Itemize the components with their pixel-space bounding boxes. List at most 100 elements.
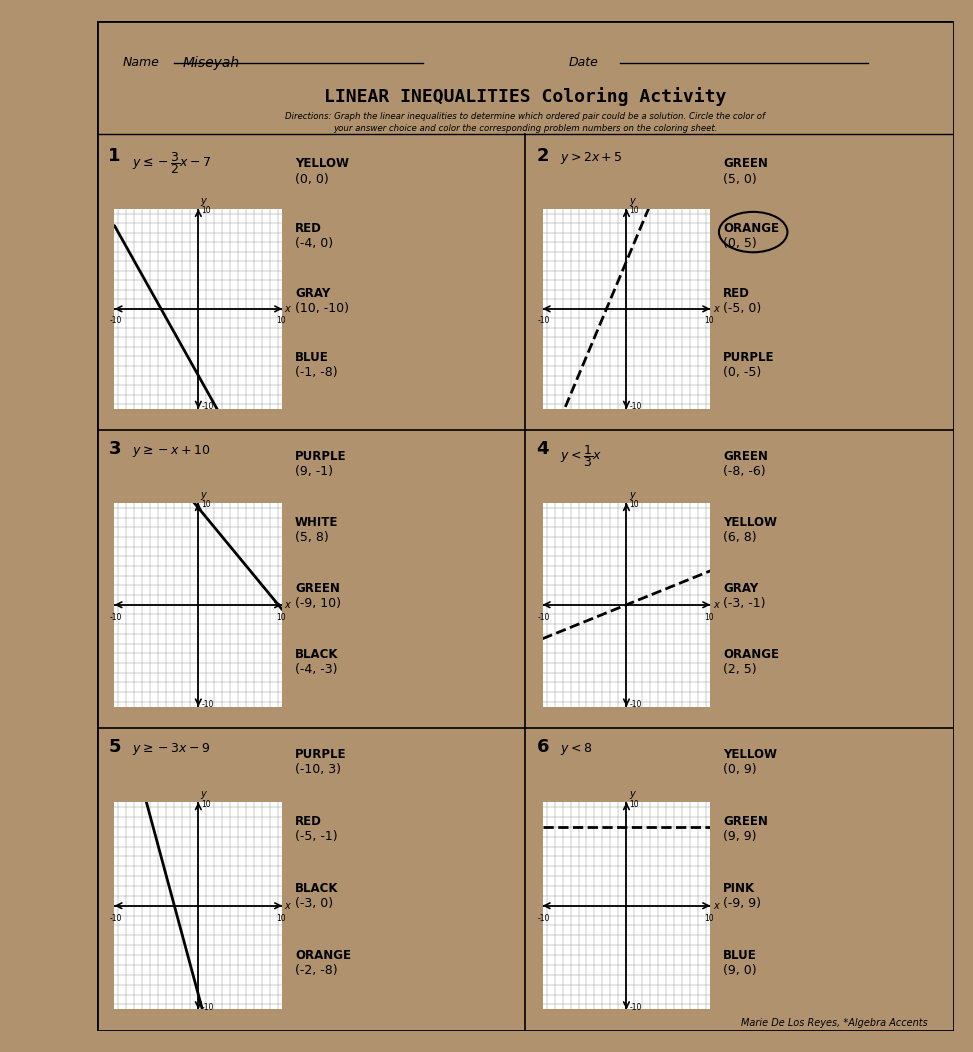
Text: (2, 5): (2, 5) — [723, 663, 757, 675]
Text: (-3, 0): (-3, 0) — [295, 897, 333, 910]
Text: (0, 9): (0, 9) — [723, 764, 757, 776]
Text: y: y — [629, 490, 634, 500]
Text: PURPLE: PURPLE — [295, 450, 346, 463]
Text: 5: 5 — [108, 739, 121, 756]
Text: 10: 10 — [201, 501, 211, 509]
Text: GRAY: GRAY — [295, 286, 331, 300]
Text: -10: -10 — [110, 913, 123, 923]
Text: y: y — [200, 196, 206, 206]
Text: (0, -5): (0, -5) — [723, 366, 762, 380]
Text: (-2, -8): (-2, -8) — [295, 964, 338, 977]
Text: RED: RED — [723, 286, 750, 300]
Text: (0, 0): (0, 0) — [295, 173, 329, 185]
Text: YELLOW: YELLOW — [723, 517, 777, 529]
Text: -10: -10 — [630, 701, 642, 709]
Text: -10: -10 — [110, 612, 123, 622]
Text: x: x — [713, 901, 718, 911]
Text: 10: 10 — [275, 612, 285, 622]
Text: Name: Name — [123, 57, 160, 69]
Text: PINK: PINK — [723, 882, 755, 895]
Text: GRAY: GRAY — [723, 582, 759, 594]
Text: BLUE: BLUE — [723, 949, 757, 962]
Text: -10: -10 — [538, 913, 551, 923]
Text: Directions: Graph the linear inequalities to determine which ordered pair could : Directions: Graph the linear inequalitie… — [285, 112, 766, 121]
Text: 2: 2 — [536, 147, 549, 165]
Text: WHITE: WHITE — [295, 517, 339, 529]
Text: (6, 8): (6, 8) — [723, 531, 757, 544]
Text: (9, -1): (9, -1) — [295, 465, 333, 479]
Text: 1: 1 — [108, 147, 121, 165]
Text: (-4, 0): (-4, 0) — [295, 237, 333, 250]
Text: ORANGE: ORANGE — [723, 648, 779, 661]
Text: (9, 0): (9, 0) — [723, 964, 757, 977]
Text: YELLOW: YELLOW — [295, 158, 349, 170]
Text: $y < \dfrac{1}{3}x$: $y < \dfrac{1}{3}x$ — [559, 443, 601, 469]
Text: -10: -10 — [201, 701, 214, 709]
Text: -10: -10 — [110, 317, 123, 325]
Text: (-9, 10): (-9, 10) — [295, 596, 342, 610]
Text: PURPLE: PURPLE — [295, 748, 346, 762]
Text: x: x — [285, 901, 290, 911]
Text: BLACK: BLACK — [295, 648, 339, 661]
Text: RED: RED — [295, 815, 322, 828]
Text: (0, 5): (0, 5) — [723, 237, 757, 250]
Text: (-3, -1): (-3, -1) — [723, 596, 766, 610]
Text: GREEN: GREEN — [723, 815, 768, 828]
Text: 6: 6 — [536, 739, 549, 756]
Text: -10: -10 — [630, 1003, 642, 1012]
Text: Date: Date — [568, 57, 598, 69]
Text: GREEN: GREEN — [295, 582, 340, 594]
Text: x: x — [713, 600, 718, 610]
Text: 10: 10 — [703, 612, 713, 622]
Text: 10: 10 — [275, 317, 285, 325]
Text: 10: 10 — [703, 317, 713, 325]
Text: GREEN: GREEN — [723, 450, 768, 463]
Text: YELLOW: YELLOW — [723, 748, 777, 762]
Text: (-9, 9): (-9, 9) — [723, 897, 761, 910]
Text: BLACK: BLACK — [295, 882, 339, 895]
Text: (-4, -3): (-4, -3) — [295, 663, 338, 675]
Text: (-5, -1): (-5, -1) — [295, 830, 338, 844]
Text: x: x — [285, 304, 290, 313]
Text: (5, 0): (5, 0) — [723, 173, 757, 185]
Text: $y \geq -x + 10$: $y \geq -x + 10$ — [131, 443, 210, 459]
Text: your answer choice and color the corresponding problem numbers on the coloring s: your answer choice and color the corresp… — [333, 124, 718, 133]
Text: -10: -10 — [201, 403, 214, 411]
Text: y: y — [629, 789, 634, 800]
Text: (-10, 3): (-10, 3) — [295, 764, 342, 776]
Text: 4: 4 — [536, 440, 549, 459]
Text: (10, -10): (10, -10) — [295, 302, 349, 315]
Text: x: x — [285, 600, 290, 610]
Text: (9, 9): (9, 9) — [723, 830, 757, 844]
Text: (5, 8): (5, 8) — [295, 531, 329, 544]
Text: (-5, 0): (-5, 0) — [723, 302, 762, 315]
Text: -10: -10 — [201, 1003, 214, 1012]
Text: $y \geq -3x - 9$: $y \geq -3x - 9$ — [131, 741, 209, 757]
Text: BLUE: BLUE — [295, 351, 329, 364]
Text: y: y — [200, 789, 206, 800]
Text: $y \leq -\dfrac{3}{2}x - 7$: $y \leq -\dfrac{3}{2}x - 7$ — [131, 150, 211, 177]
Text: y: y — [629, 196, 634, 206]
Text: 10: 10 — [703, 913, 713, 923]
Text: PURPLE: PURPLE — [723, 351, 775, 364]
Text: 10: 10 — [201, 206, 211, 216]
Text: LINEAR INEQUALITIES Coloring Activity: LINEAR INEQUALITIES Coloring Activity — [324, 86, 727, 105]
Text: -10: -10 — [630, 403, 642, 411]
Text: x: x — [713, 304, 718, 313]
Text: $y < 8$: $y < 8$ — [559, 741, 592, 757]
Text: $y > 2x + 5$: $y > 2x + 5$ — [559, 150, 623, 166]
Text: 10: 10 — [630, 206, 639, 216]
Text: 10: 10 — [201, 800, 211, 809]
Text: 10: 10 — [630, 800, 639, 809]
Text: Miseyah: Miseyah — [183, 57, 240, 70]
Text: GREEN: GREEN — [723, 158, 768, 170]
Text: ORANGE: ORANGE — [723, 222, 779, 235]
Text: -10: -10 — [538, 612, 551, 622]
Text: 10: 10 — [630, 501, 639, 509]
Text: Marie De Los Reyes, *Algebra Accents: Marie De Los Reyes, *Algebra Accents — [741, 1018, 928, 1028]
Text: 10: 10 — [275, 913, 285, 923]
Text: ORANGE: ORANGE — [295, 949, 351, 962]
Text: (-1, -8): (-1, -8) — [295, 366, 338, 380]
Text: RED: RED — [295, 222, 322, 235]
Text: 3: 3 — [108, 440, 121, 459]
